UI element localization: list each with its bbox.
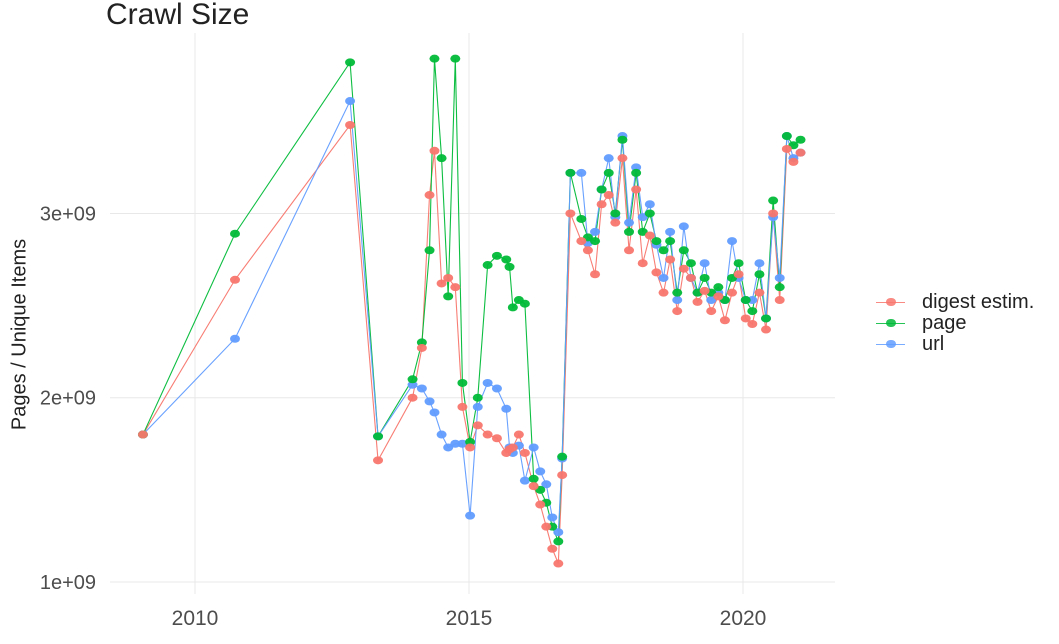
svg-text:1e+09: 1e+09	[40, 572, 96, 594]
svg-text:3e+09: 3e+09	[40, 203, 96, 225]
svg-text:2010: 2010	[172, 607, 219, 630]
svg-text:2015: 2015	[446, 607, 493, 630]
svg-text:2020: 2020	[720, 607, 767, 630]
svg-text:2e+09: 2e+09	[40, 388, 96, 410]
